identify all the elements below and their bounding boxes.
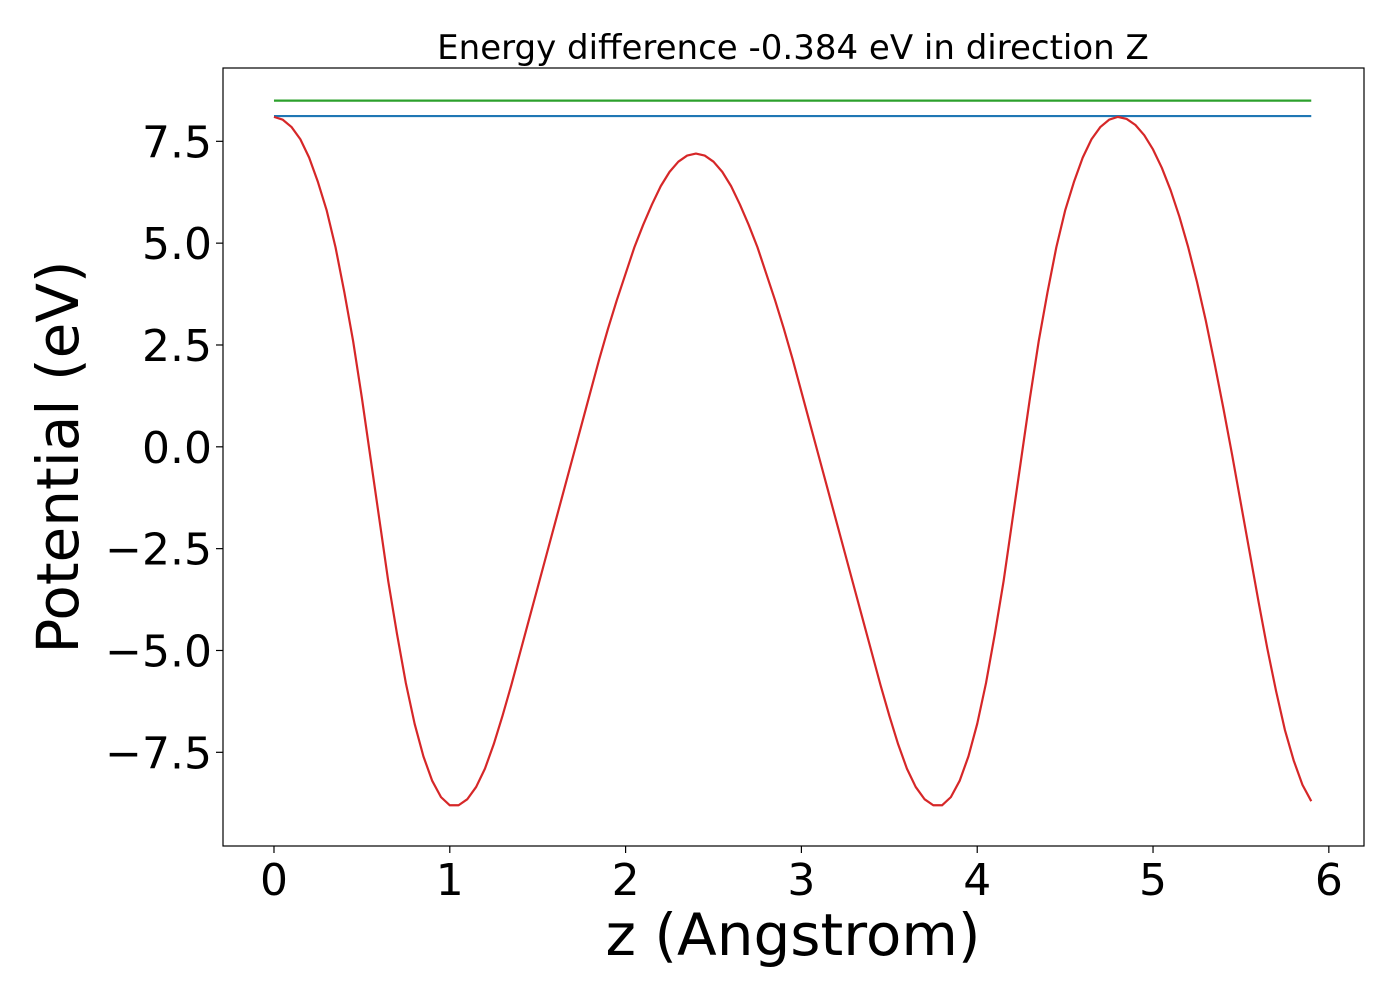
plot-area <box>273 99 1313 807</box>
x-tick-label: 1 <box>436 855 464 906</box>
y-tick-label: 2.5 <box>142 321 212 372</box>
x-tick-label: 4 <box>963 855 991 906</box>
x-tick-label: 2 <box>612 855 640 906</box>
y-tick-label: 5.0 <box>142 219 212 270</box>
y-tick-label: 7.5 <box>142 117 212 168</box>
x-tick-label: 0 <box>260 855 288 906</box>
series-line-2 <box>273 115 1313 807</box>
y-axis: 7.5 5.0 2.5 0.0 −2.5 −5.0 −7.5 <box>105 117 223 779</box>
y-tick-label: −5.0 <box>105 626 212 677</box>
x-axis-label: z (Angstrom) <box>606 901 981 969</box>
x-axis: 0 1 2 3 4 5 6 <box>260 846 1343 906</box>
x-tick-label: 3 <box>787 855 815 906</box>
x-tick-label: 5 <box>1139 855 1167 906</box>
plot-frame <box>222 67 1365 847</box>
x-tick-label: 6 <box>1315 855 1343 906</box>
y-tick-label: −7.5 <box>105 728 212 779</box>
chart-title: Energy difference -0.384 eV in direction… <box>437 28 1149 68</box>
y-axis-label: Potential (eV) <box>24 260 92 653</box>
y-tick-label: 0.0 <box>142 423 212 474</box>
y-tick-label: −2.5 <box>105 525 212 576</box>
